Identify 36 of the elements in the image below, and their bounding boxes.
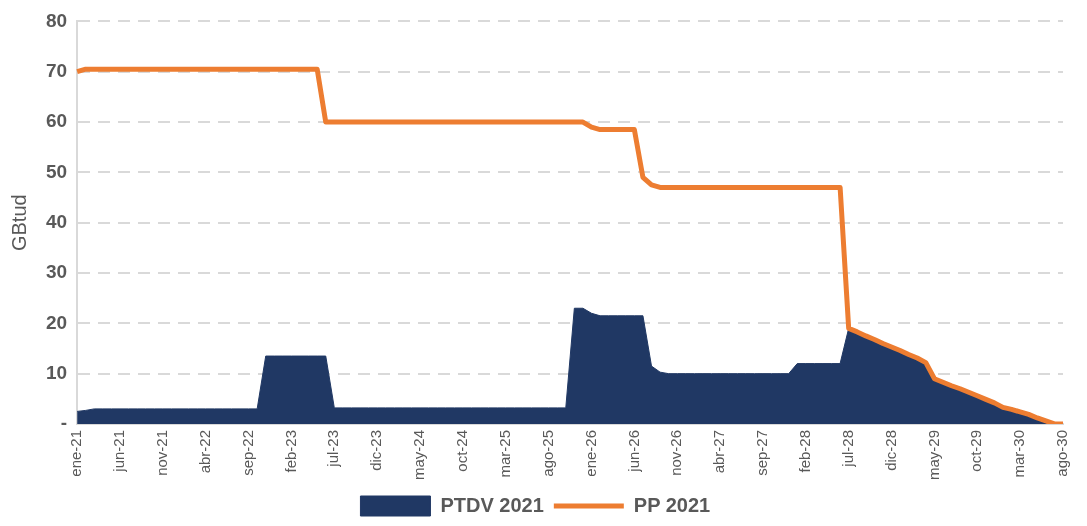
x-tick-label: sep-22: [238, 429, 256, 476]
x-tick-label: jun-21: [110, 429, 128, 473]
x-tick-label: dic-23: [367, 429, 385, 471]
y-tick-label: 30: [45, 261, 68, 283]
x-tick-label: may-29: [924, 429, 942, 481]
x-tick-label: may-24: [410, 429, 428, 481]
y-tick-label: 40: [45, 210, 68, 232]
x-tick-label: mar-30: [1010, 429, 1028, 478]
x-tick-label: nov-21: [153, 429, 170, 476]
x-tick-label: feb-28: [795, 429, 813, 473]
x-tick-label: oct-24: [453, 429, 471, 472]
x-tick-label: jul-28: [838, 429, 856, 468]
y-tick-label: 50: [45, 160, 68, 182]
y-tick-label: 80: [45, 9, 68, 31]
x-tick-label: ene-21: [67, 429, 85, 477]
y-tick-label: 10: [45, 361, 68, 383]
x-tick-label: oct-29: [967, 429, 985, 472]
y-tick-label: -: [60, 412, 68, 434]
x-tick-label: mar-25: [495, 429, 513, 478]
y-tick-label: 20: [45, 311, 68, 333]
x-tick-label: dic-28: [881, 429, 899, 471]
x-tick-label: feb-23: [281, 429, 299, 473]
x-tick-label: abr-22: [195, 429, 213, 474]
x-tick-label: nov-26: [667, 429, 685, 476]
x-tick-label: ene-26: [581, 429, 599, 477]
y-axis-title: GBtud: [7, 194, 30, 252]
y-tick-label: 60: [45, 110, 68, 132]
legend-label: PP 2021: [633, 493, 711, 516]
x-tick-label: jun-26: [624, 429, 642, 473]
x-tick-label: ago-25: [538, 429, 556, 477]
legend-label: PTDV 2021: [440, 493, 544, 516]
x-tick-label: jul-23: [324, 429, 342, 468]
x-tick-label: sep-27: [753, 429, 771, 476]
x-tick-label: ago-30: [1053, 429, 1071, 477]
y-tick-label: 70: [45, 59, 68, 81]
x-tick-label: abr-27: [710, 429, 728, 474]
